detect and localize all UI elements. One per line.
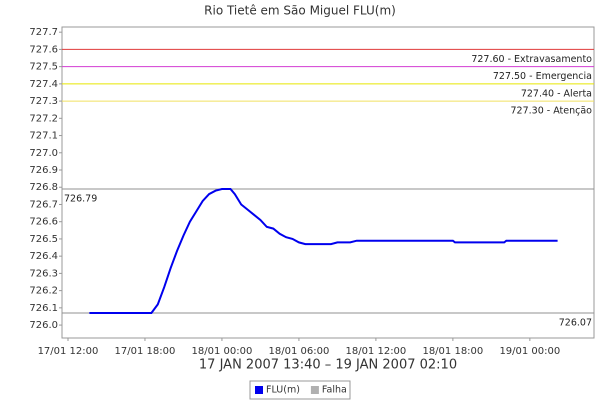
legend: FLU(m) Falha (249, 380, 351, 400)
y-tick-label: 726.8 (29, 182, 58, 193)
y-tick-label: 726.0 (29, 320, 58, 331)
y-tick-label: 727.6 (29, 44, 58, 55)
x-tick-label: 18/01 00:00 (192, 346, 253, 357)
x-tick-label: 19/01 00:00 (499, 346, 560, 357)
y-tick-label: 726.2 (29, 286, 58, 297)
x-tick-label: 18/01 06:00 (269, 346, 330, 357)
reference-label: 727.60 - Extravasamento (471, 54, 592, 65)
y-tick-label: 726.5 (29, 234, 58, 245)
y-tick-label: 727.0 (29, 148, 58, 159)
y-tick-label: 726.1 (29, 303, 58, 314)
x-tick-label: 17/01 18:00 (115, 346, 176, 357)
reference-label: 727.40 - Alerta (521, 88, 592, 99)
legend-swatch (255, 386, 263, 394)
y-tick-label: 726.3 (29, 268, 58, 279)
y-tick-label: 727.5 (29, 62, 58, 73)
y-tick-label: 726.6 (29, 217, 58, 228)
reference-label: 727.50 - Emergencia (493, 71, 592, 82)
legend-swatch (310, 386, 319, 394)
y-tick-label: 726.9 (29, 165, 58, 176)
chart-title: Rio Tietê em São Miguel FLU(m) (204, 4, 396, 18)
y-tick-label: 726.7 (29, 199, 58, 210)
y-tick-label: 727.3 (29, 96, 58, 107)
reference-label: 726.07 (559, 318, 592, 329)
y-tick-label: 727.1 (29, 131, 58, 142)
x-tick-label: 17/01 12:00 (38, 346, 99, 357)
plot-area (61, 26, 595, 339)
legend-label: FLU(m) (266, 385, 300, 396)
y-tick-label: 727.7 (29, 27, 58, 38)
y-tick-label: 726.4 (29, 251, 58, 262)
reference-label: 727.30 - Atenção (511, 106, 593, 117)
x-tick-label: 18/01 12:00 (345, 346, 406, 357)
y-tick-label: 727.2 (29, 113, 58, 124)
data-line (89, 188, 558, 314)
subtitle: 17 JAN 2007 13:40 – 19 JAN 2007 02:10 (199, 358, 457, 373)
y-tick-label: 727.4 (29, 79, 58, 90)
legend-label: Falha (322, 385, 347, 396)
legend-box (249, 380, 351, 400)
x-tick-label: 18/01 18:00 (422, 346, 483, 357)
reference-label: 726.79 (64, 193, 97, 204)
